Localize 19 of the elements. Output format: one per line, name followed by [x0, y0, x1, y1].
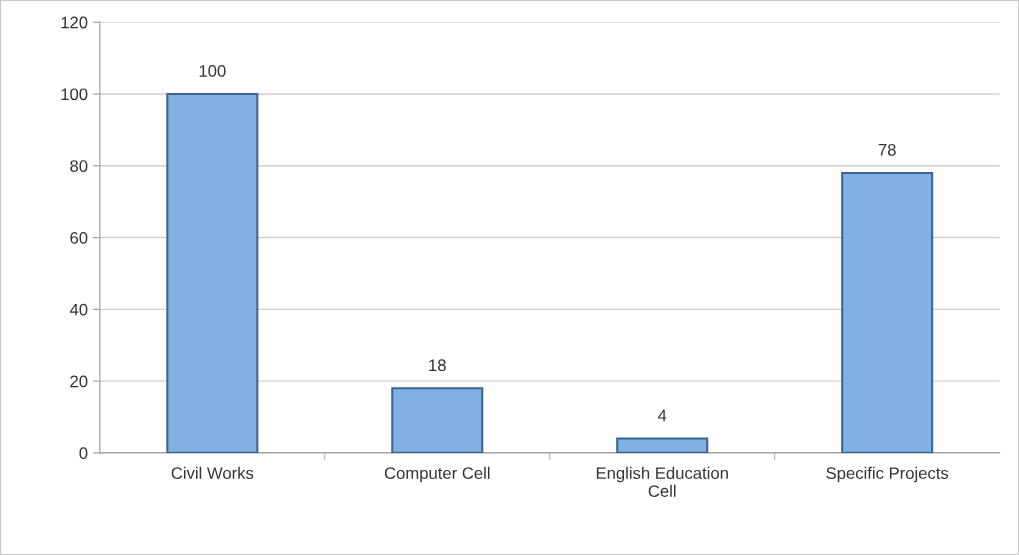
y-tick-label: 40	[69, 303, 88, 316]
data-label: 4	[657, 409, 667, 422]
x-tick-label: Specific Projects	[826, 466, 949, 483]
y-tick-label: 100	[61, 88, 88, 101]
bar	[391, 387, 484, 453]
data-label: 18	[429, 359, 446, 372]
y-tick-label: 0	[79, 447, 88, 460]
bar	[841, 171, 934, 453]
x-tick-label: English Education Cell	[596, 466, 728, 497]
bar	[166, 92, 259, 453]
y-tick-label: 120	[61, 16, 88, 29]
bar	[616, 437, 709, 453]
y-tick-label: 80	[70, 160, 88, 172]
data-label: 100	[199, 64, 226, 77]
x-tick-label: Computer Cell	[384, 466, 490, 483]
x-tick-label: Civil Works	[171, 466, 254, 480]
y-tick-label: 20	[70, 375, 88, 388]
y-tick-label: 60	[70, 231, 88, 244]
data-label: 78	[878, 143, 896, 156]
